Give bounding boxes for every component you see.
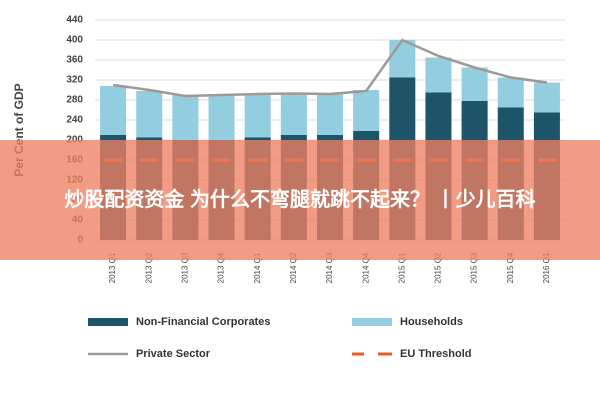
- bar-segment: [316, 93, 344, 135]
- bar-segment: [461, 67, 488, 101]
- x-tick-label: 2015 Q3: [470, 252, 479, 283]
- bar-segment: [425, 57, 452, 93]
- x-tick-label: 2015 Q2: [434, 252, 443, 283]
- x-tick-label: 2013 Q3: [180, 252, 189, 283]
- bar-segment: [100, 86, 127, 135]
- x-tick-label: 2014 Q1: [253, 252, 262, 283]
- legend-label: Households: [400, 316, 463, 328]
- y-tick-label: 320: [66, 75, 83, 86]
- x-tick-label: 2014 Q4: [361, 252, 370, 283]
- x-tick-label: 2013 Q2: [144, 252, 153, 283]
- x-tick-label: 2014 Q2: [289, 252, 298, 283]
- bar-segment: [533, 82, 560, 113]
- legend-label: Private Sector: [136, 348, 211, 360]
- y-tick-label: 360: [66, 55, 83, 66]
- y-tick-label: 400: [66, 35, 83, 46]
- legend-swatch: [352, 318, 392, 326]
- legend-label: Non-Financial Corporates: [136, 316, 270, 328]
- bar-segment: [244, 93, 271, 138]
- legend-swatch: [88, 318, 128, 326]
- overlay-text: 炒股配资资金 为什么不弯腿就跳不起来？ 丨少儿百科: [64, 189, 536, 211]
- overlay-banner: 炒股配资资金 为什么不弯腿就跳不起来？ 丨少儿百科: [0, 140, 600, 260]
- x-tick-label: 2015 Q1: [397, 252, 406, 283]
- x-tick-label: 2016 Q1: [542, 252, 551, 283]
- bar-segment: [497, 77, 524, 108]
- y-tick-label: 240: [66, 115, 83, 126]
- line-series: [112, 38, 548, 98]
- bar-segment: [353, 90, 380, 131]
- y-tick-label: 280: [66, 95, 83, 106]
- y-tick-label: 440: [66, 15, 83, 26]
- x-tick-label: 2013 Q1: [108, 252, 117, 283]
- x-tick-label: 2013 Q4: [217, 252, 226, 283]
- bar-segment: [389, 40, 416, 78]
- x-tick-label: 2015 Q4: [506, 252, 515, 283]
- bar-segment: [136, 91, 163, 138]
- bar-segment: [280, 92, 307, 135]
- x-tick-label: 2014 Q3: [325, 252, 334, 283]
- legend-label: EU Threshold: [400, 348, 472, 360]
- bar-segment: [172, 95, 199, 140]
- bar-segment: [208, 94, 235, 140]
